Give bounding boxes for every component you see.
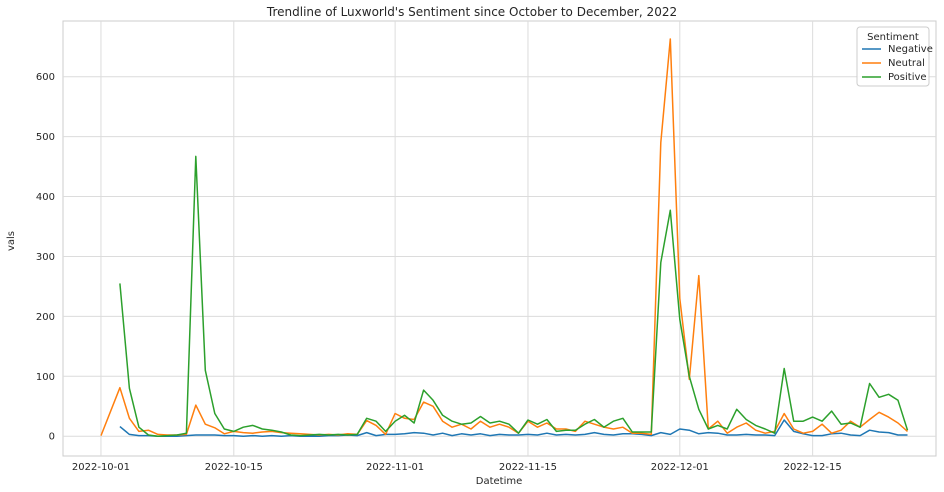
y-tick-label: 400 (36, 192, 55, 203)
x-tick-label: 2022-11-01 (366, 462, 424, 473)
plot-area (62, 20, 937, 457)
x-tick-label: 2022-11-15 (499, 462, 557, 473)
series-lines (100, 38, 909, 437)
y-tick-label: 200 (36, 312, 55, 323)
y-axis-label: vals (6, 231, 17, 251)
legend: Sentiment Negative Neutral Positive (856, 26, 933, 87)
y-tick-label: 500 (36, 132, 55, 143)
grid-lines (63, 21, 936, 456)
y-tick-label: 100 (36, 372, 55, 383)
x-tick-label: 2022-10-01 (72, 462, 130, 473)
tick-labels: 0 100 200 300 400 500 600 2022-10-01 2022-10-15 2… (36, 72, 842, 473)
x-tick-label: 2022-12-15 (784, 462, 842, 473)
y-tick-label: 0 (49, 432, 55, 443)
chart-title: Trendline of Luxworld's Sentiment since … (266, 5, 677, 19)
x-tick-label: 2022-10-15 (205, 462, 263, 473)
series-line-negative (119, 419, 908, 437)
x-axis-label: Datetime (476, 476, 523, 487)
y-tick-label: 600 (36, 72, 55, 83)
legend-label-positive: Positive (888, 72, 927, 83)
legend-box (856, 26, 930, 87)
x-tick-label: 2022-12-01 (651, 462, 709, 473)
y-tick-label: 300 (36, 252, 55, 263)
legend-label-neutral: Neutral (888, 58, 925, 69)
legend-label-negative: Negative (888, 44, 933, 55)
legend-entries: Negative Neutral Positive (862, 44, 933, 83)
legend-title: Sentiment (867, 32, 919, 43)
series-line-positive (119, 155, 909, 437)
